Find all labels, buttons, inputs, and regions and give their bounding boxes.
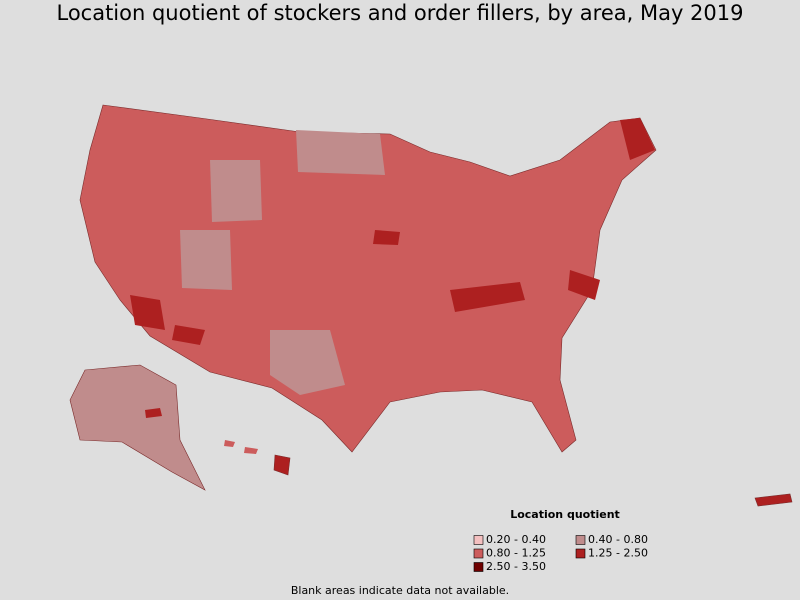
region: [373, 230, 400, 245]
legend-swatch: [575, 548, 586, 559]
region: [210, 160, 262, 222]
legend-swatch: [575, 535, 586, 545]
legend-label: 0.20 - 0.40: [486, 533, 546, 546]
legend-label: 1.25 - 2.50: [588, 547, 648, 560]
map: [69, 104, 793, 507]
legend-swatch: [473, 548, 484, 559]
legend-swatch: [473, 562, 484, 572]
region: [450, 282, 525, 312]
puerto-rico: [754, 493, 793, 507]
region: [172, 325, 205, 345]
map-title: Location quotient of stockers and order …: [56, 1, 743, 25]
legend-title: Location quotient: [510, 508, 620, 521]
legend-swatch: [473, 535, 484, 545]
legend-label: 0.40 - 0.80: [588, 533, 648, 546]
region: [180, 230, 232, 290]
region: [270, 330, 345, 395]
region: [145, 408, 162, 418]
footnote: Blank areas indicate data not available.: [291, 584, 509, 597]
region: [568, 270, 600, 300]
hawaii: [273, 454, 291, 476]
region: [620, 118, 655, 160]
hawaii-islands: [224, 440, 235, 447]
hawaii-islands: [244, 447, 258, 454]
legend: Location quotient 0.20 - 0.40 0.40 - 0.80…: [473, 508, 648, 573]
region: [130, 295, 165, 330]
region: [296, 130, 385, 175]
legend-label: 2.50 - 3.50: [486, 560, 546, 573]
legend-label: 0.80 - 1.25: [486, 547, 546, 560]
alaska: [69, 364, 206, 491]
